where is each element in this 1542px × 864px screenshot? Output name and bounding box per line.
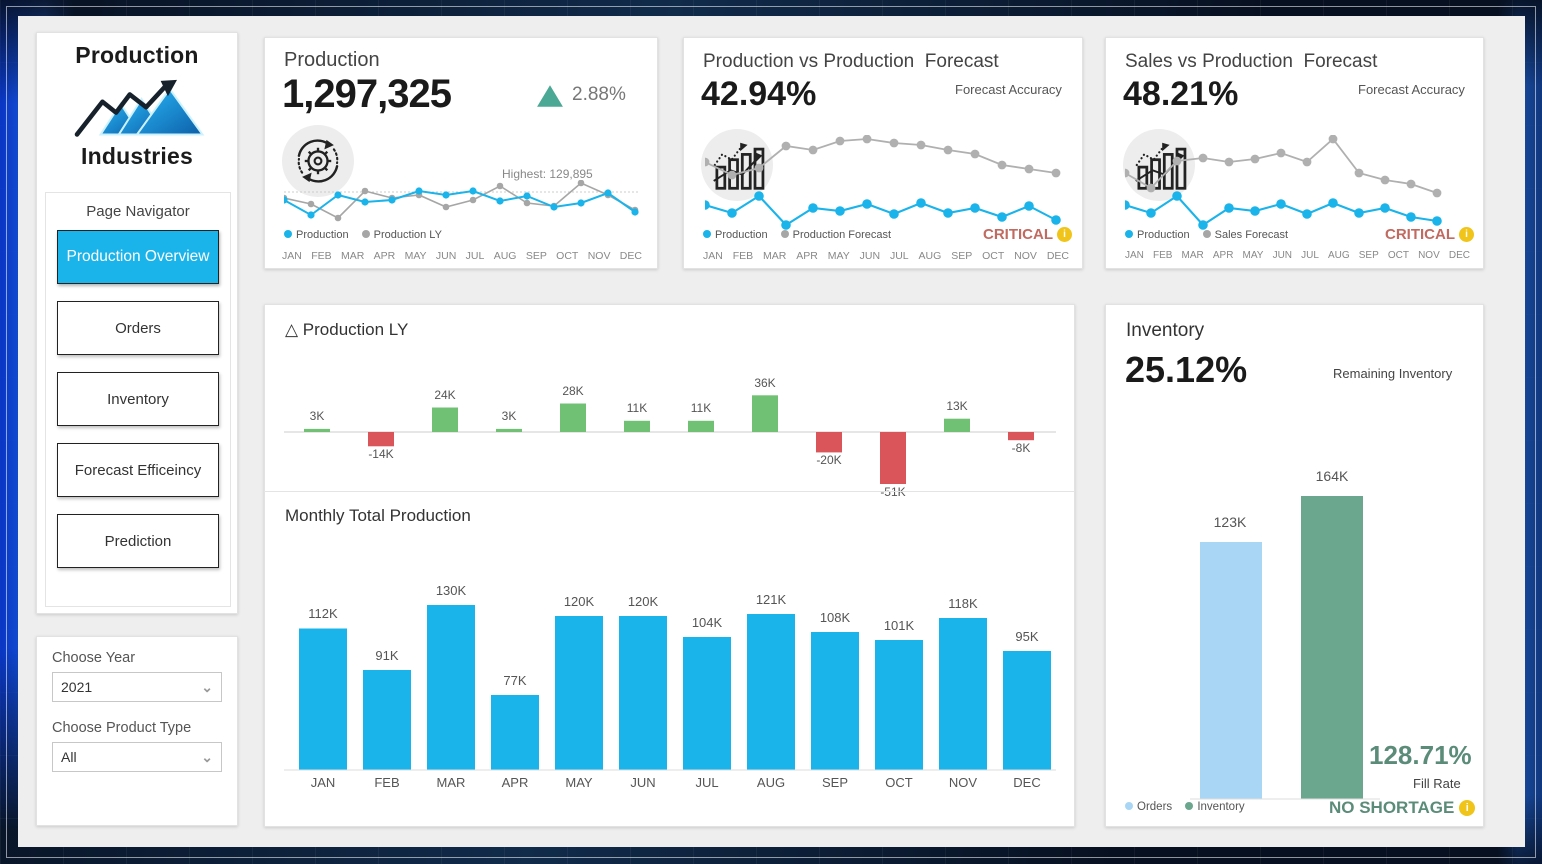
svg-text:120K: 120K bbox=[564, 594, 595, 609]
svg-text:AUG: AUG bbox=[757, 775, 785, 790]
svg-text:91K: 91K bbox=[375, 648, 398, 663]
svg-text:JAN: JAN bbox=[311, 775, 336, 790]
svg-text:3K: 3K bbox=[310, 409, 325, 423]
svg-text:112K: 112K bbox=[308, 606, 338, 621]
svg-text:MAR: MAR bbox=[437, 775, 466, 790]
svg-text:95K: 95K bbox=[1015, 629, 1038, 644]
svg-text:13K: 13K bbox=[946, 399, 967, 413]
svg-text:101K: 101K bbox=[884, 618, 915, 633]
svg-text:JUN: JUN bbox=[630, 775, 655, 790]
svg-text:3K: 3K bbox=[502, 409, 517, 423]
svg-text:120K: 120K bbox=[628, 594, 659, 609]
svg-text:121K: 121K bbox=[756, 592, 787, 607]
svg-text:APR: APR bbox=[502, 775, 529, 790]
svg-text:130K: 130K bbox=[436, 583, 467, 598]
svg-text:28K: 28K bbox=[562, 384, 583, 398]
svg-text:11K: 11K bbox=[627, 401, 647, 415]
svg-text:DEC: DEC bbox=[1013, 775, 1040, 790]
svg-text:118K: 118K bbox=[948, 596, 978, 611]
svg-text:OCT: OCT bbox=[885, 775, 913, 790]
svg-text:11K: 11K bbox=[691, 401, 711, 415]
svg-text:SEP: SEP bbox=[822, 775, 848, 790]
svg-text:MAY: MAY bbox=[565, 775, 593, 790]
svg-text:24K: 24K bbox=[434, 388, 455, 402]
svg-text:-8K: -8K bbox=[1012, 441, 1031, 455]
svg-text:-20K: -20K bbox=[816, 453, 841, 467]
svg-text:104K: 104K bbox=[692, 615, 723, 630]
svg-text:123K: 123K bbox=[1214, 514, 1247, 530]
svg-text:36K: 36K bbox=[754, 376, 775, 390]
svg-text:108K: 108K bbox=[820, 610, 851, 625]
svg-text:-14K: -14K bbox=[368, 447, 393, 461]
svg-text:FEB: FEB bbox=[374, 775, 399, 790]
svg-text:JUL: JUL bbox=[695, 775, 718, 790]
svg-text:164K: 164K bbox=[1316, 468, 1349, 484]
svg-text:NOV: NOV bbox=[949, 775, 978, 790]
svg-text:77K: 77K bbox=[503, 673, 526, 688]
